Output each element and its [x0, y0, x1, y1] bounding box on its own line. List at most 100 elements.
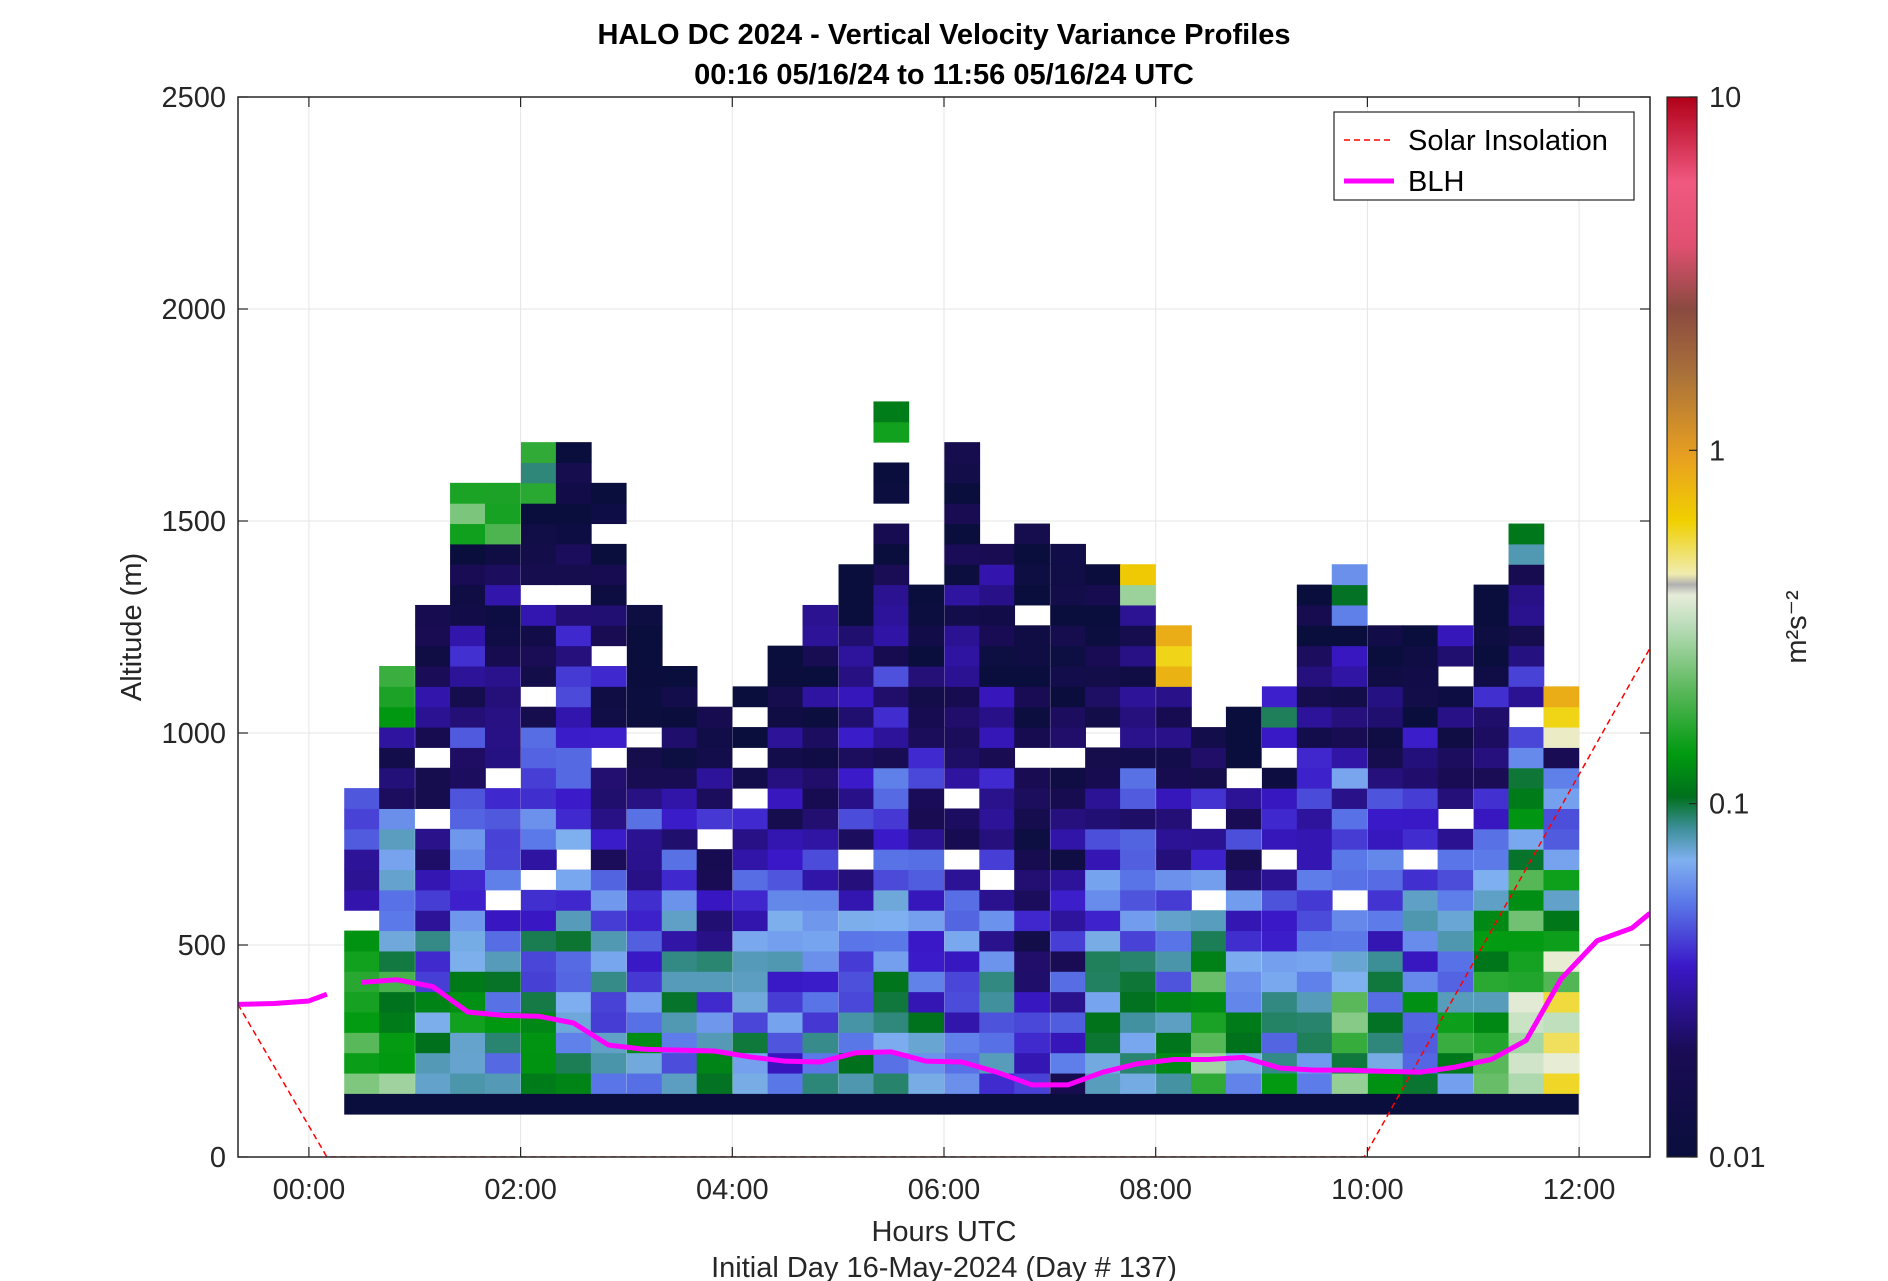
heatmap-cell	[1050, 666, 1086, 687]
heatmap-cell	[1437, 706, 1474, 728]
heatmap-cell	[415, 869, 451, 891]
heatmap-cell	[590, 950, 627, 972]
heatmap-cell	[1261, 706, 1298, 728]
heatmap-cell	[1050, 564, 1086, 586]
heatmap-cell	[1156, 1073, 1192, 1094]
heatmap-cell	[944, 604, 981, 626]
heatmap-cell	[1261, 828, 1298, 850]
heatmap-cell	[908, 991, 945, 1013]
heatmap-cell	[873, 564, 910, 586]
heatmap-cell	[1120, 950, 1156, 972]
heatmap-cell	[979, 1011, 1016, 1033]
heatmap-cell	[1473, 930, 1510, 952]
heatmap-cell	[1085, 950, 1121, 972]
heatmap-cell	[1296, 727, 1333, 748]
heatmap-cell	[1508, 625, 1545, 647]
heatmap-cell	[908, 584, 945, 606]
heatmap-cell	[908, 889, 945, 911]
x-tick-label: 00:00	[273, 1174, 346, 1206]
heatmap-cell	[979, 604, 1016, 626]
heatmap-cell	[1156, 767, 1192, 789]
heatmap-cell	[626, 1011, 663, 1033]
heatmap-cell	[520, 482, 557, 504]
heatmap-cell	[1508, 910, 1545, 932]
series-lines	[238, 647, 1650, 1157]
heatmap-cell	[590, 1073, 627, 1094]
heatmap-cell	[555, 442, 592, 463]
heatmap-cell	[1296, 910, 1333, 932]
heatmap-cell	[767, 767, 804, 789]
heatmap-cell	[450, 645, 486, 667]
heatmap-cell	[1367, 930, 1404, 952]
heatmap-cell	[626, 889, 663, 911]
heatmap-cell	[1402, 747, 1439, 769]
heatmap-cell	[1402, 1011, 1439, 1033]
heatmap-cell	[450, 971, 486, 993]
heatmap-cell	[1120, 625, 1156, 647]
heatmap-cell	[555, 889, 592, 911]
heatmap-cell	[379, 869, 415, 891]
heatmap-cell	[1402, 869, 1439, 891]
heatmap-cell	[1085, 889, 1121, 911]
heatmap-cell	[520, 1073, 557, 1094]
heatmap-cell	[379, 747, 415, 769]
heatmap-cell	[1014, 686, 1050, 708]
heatmap-cell	[661, 950, 698, 972]
heatmap-cell	[484, 788, 521, 809]
heatmap-cell	[1543, 788, 1580, 809]
heatmap-cell	[873, 910, 910, 932]
heatmap-cell	[450, 930, 486, 952]
heatmap-cell	[590, 604, 627, 626]
heatmap-cell	[1402, 828, 1439, 850]
heatmap-cell	[767, 1011, 804, 1033]
heatmap-cell	[626, 686, 663, 708]
heatmap-cell	[1367, 686, 1404, 708]
heatmap-cell	[1156, 808, 1192, 830]
heatmap-cell	[379, 849, 415, 871]
heatmap-cell	[661, 767, 698, 789]
heatmap-cell	[379, 1032, 415, 1054]
heatmap-cell	[944, 462, 981, 484]
heatmap-cell	[590, 686, 627, 708]
heatmap-cell	[1050, 1052, 1086, 1074]
heatmap-cell	[484, 828, 521, 850]
heatmap-cell	[979, 625, 1016, 647]
heatmap-cell	[1473, 584, 1510, 606]
heatmap-cell	[1296, 1011, 1333, 1033]
heatmap-cell	[450, 625, 486, 647]
heatmap-cell	[1296, 666, 1333, 687]
heatmap-cell	[1085, 666, 1121, 687]
heatmap-cell	[450, 828, 486, 850]
heatmap-cell	[1050, 1032, 1086, 1054]
legend-blh-label: BLH	[1408, 166, 1464, 198]
heatmap-cell	[838, 808, 875, 830]
heatmap-cell	[484, 808, 521, 830]
heatmap-cell	[450, 808, 486, 830]
heatmap-cell	[344, 788, 380, 809]
heatmap-cell	[1261, 930, 1298, 952]
heatmap-cell	[1508, 645, 1545, 667]
heatmap-cell	[838, 625, 875, 647]
heatmap-cell	[1156, 930, 1192, 952]
heatmap-cell	[1331, 828, 1368, 850]
heatmap-cell	[520, 706, 557, 728]
heatmap-cell	[732, 808, 769, 830]
heatmap-cell	[590, 808, 627, 830]
heatmap-cell	[344, 1052, 380, 1074]
heatmap-cell	[873, 482, 910, 504]
heatmap-cell	[379, 788, 415, 809]
colorbar-ticks: 0.01 0.1 1 10	[1689, 82, 1765, 1174]
heatmap-cell	[979, 727, 1016, 748]
heatmap-cell	[1014, 971, 1050, 993]
heatmap-cell	[908, 625, 945, 647]
heatmap-cell	[1120, 686, 1156, 708]
heatmap-cell	[1050, 543, 1086, 565]
heatmap-cell	[450, 788, 486, 809]
heatmap-cell	[590, 910, 627, 932]
heatmap-cell	[838, 889, 875, 911]
heatmap-cell	[908, 910, 945, 932]
heatmap-cell	[1331, 727, 1368, 748]
heatmap-cell	[1014, 889, 1050, 911]
heatmap-cell	[379, 930, 415, 952]
heatmap-cell	[1120, 666, 1156, 687]
